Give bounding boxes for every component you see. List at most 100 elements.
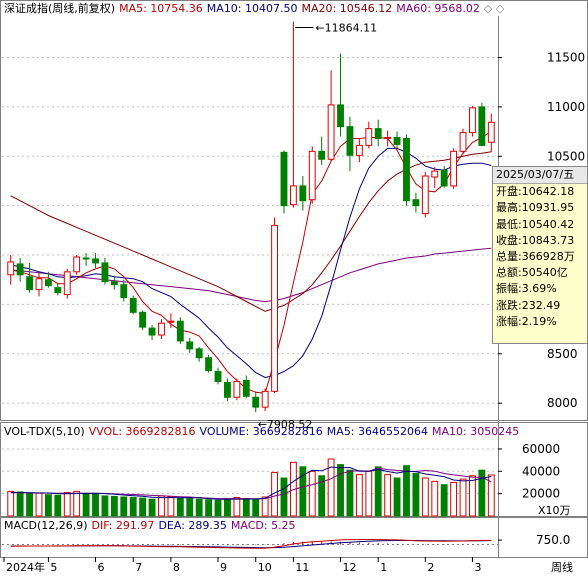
time-axis-label: 11 [295,561,309,574]
volume-bar [393,477,401,517]
candle-body [101,262,109,283]
volume-bar [327,458,335,517]
ma5-line [10,130,492,394]
volume-bar [16,491,24,517]
volume-bar [412,473,420,517]
volume-bar [365,470,373,517]
volume-axis-label: 60000 [522,442,560,456]
volume-bar [459,478,467,517]
candle-body [393,137,401,145]
info-open: 开盘:10642.18 [496,185,575,199]
price-axis-label: 11500 [547,51,585,65]
candle-info-box: 2025/03/07/五 开盘:10642.18 最高:10931.95 最低:… [492,166,588,344]
ma10-value: MA10: 10407.50 [206,2,298,15]
candle-body [374,128,382,139]
vol-volume: VOLUME: 3669282816 [199,425,323,438]
expand-icon[interactable]: ◇ ◇ [483,2,505,15]
candle-body [450,150,458,187]
volume-bar [431,480,439,517]
volume-bar [469,475,476,517]
candle-body [242,379,250,397]
macd-dea: DEA: 289.35 [158,519,227,532]
candle-body [431,170,439,178]
candle-body [158,322,165,336]
candle-body [148,327,156,336]
volume-bar [308,470,316,517]
time-axis-label: 7 [135,561,142,574]
volume-bar [384,474,392,517]
volume-bar [158,495,165,517]
volume-bar [233,497,241,517]
volume-bar [280,477,288,517]
candle-body [318,150,326,160]
volume-bar [261,496,269,517]
candle-body [487,121,495,143]
info-low: 最低:10540.42 [496,217,575,231]
volume-bar [26,493,33,517]
candle-body [167,320,175,323]
candle-body [129,297,137,313]
candle-body [346,126,354,156]
volume-bar [355,474,363,517]
candle-body [16,263,24,276]
volume-bar [478,469,486,517]
candle-body [120,284,128,299]
candle-body [252,396,260,408]
time-axis-label: 10 [258,561,272,574]
candle-body [186,341,194,350]
candle-body [412,199,420,207]
vol-vvol: VVOL: 3669282816 [88,425,196,438]
time-axis-label: 2024年 [6,560,45,574]
volume-bar [63,492,71,517]
time-axis-label: 5 [50,561,57,574]
time-axis-label: 3 [474,561,481,574]
macd-dif: DIF: 291.97 [91,519,155,532]
volume-bar [242,498,250,517]
candle-body [280,151,288,207]
candle-body [73,256,81,273]
candle-body [459,132,467,152]
macd-dif-line [10,538,492,549]
volume-bar [129,497,137,517]
price-axis-label: 8500 [547,347,578,361]
volume-bar [120,496,128,517]
volume-ma5-line [10,466,492,500]
vol-ma10: MA10: 3050245 [432,425,520,438]
macd-value: MACD: 5.25 [230,519,296,532]
volume-bar [54,494,62,517]
volume-bar [139,497,147,517]
time-axis-label: 9 [220,561,227,574]
volume-bar [73,490,81,517]
volume-axis-label: 20000 [522,487,560,501]
index-name: 深证成指(周线,前复权) [4,2,116,15]
candle-body [35,278,43,291]
vol-name: VOL-TDX(5,10) [4,425,85,438]
candle-body [421,175,429,215]
candle-body [337,104,344,128]
candle-body [233,380,241,398]
candle-body [440,169,448,187]
volume-bar [92,493,99,517]
volume-bar [82,493,90,517]
volume-unit-label: X10万 [538,504,571,517]
ma20-value: MA20: 10546.12 [301,2,393,15]
volume-bar [224,498,231,517]
info-date: 2025/03/07/五 [493,167,587,185]
price-axis-label: 10500 [547,149,585,163]
time-axis-label: 8 [173,561,180,574]
candle-body [205,357,213,372]
info-close: 收盘:10843.73 [496,233,575,247]
price-axis-label: 11000 [547,100,585,114]
ma10-line [10,147,492,379]
candle-body [469,107,476,134]
price-axis-label: 8000 [547,396,578,410]
info-volume: 总量:366928万 [496,250,575,264]
volume-bar [101,495,109,517]
main-chart-header: 深证成指(周线,前复权) MA5: 10754.36 MA10: 10407.50 M… [0,2,508,16]
volume-bar [450,481,458,517]
period-label: 周线 [551,560,573,574]
candle-body [478,106,486,146]
macd-header: MACD(12,26,9) DIF: 291.97 DEA: 289.35 MACD:… [0,519,300,533]
